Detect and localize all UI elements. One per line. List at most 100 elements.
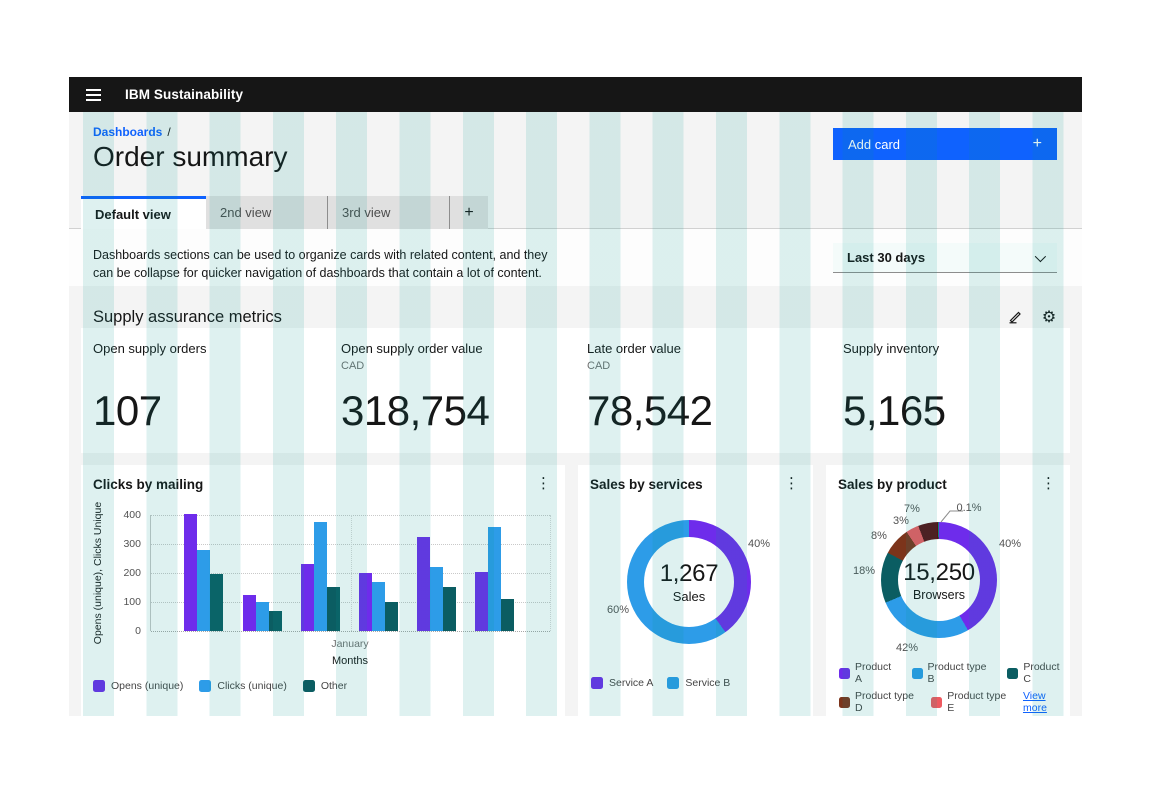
page-title: Order summary: [93, 141, 288, 172]
tab-label: 3rd view: [342, 205, 391, 220]
kpi-unit: CAD: [341, 360, 365, 372]
bar-group: [184, 514, 223, 631]
overflow-menu-icon[interactable]: ⋮: [784, 475, 799, 492]
breadcrumb-separator: /: [167, 125, 171, 139]
legend-item-service-b[interactable]: Service B: [667, 677, 730, 689]
kpi-open-supply-orders: Open supply orders 107: [93, 341, 341, 453]
plus-icon: +: [1032, 135, 1042, 152]
slice-label-40: 40%: [998, 538, 1022, 550]
y-tick: 0: [135, 625, 141, 637]
kpi-label: Supply inventory: [843, 341, 940, 356]
plus-icon: +: [464, 203, 474, 221]
legend-item-product-a[interactable]: Product A: [839, 661, 901, 685]
legend-item-product-type-b[interactable]: Product type B: [911, 661, 997, 685]
slice-label-42: 42%: [895, 642, 919, 654]
y-tick: 400: [123, 509, 141, 521]
section-actions: ⚙: [1006, 308, 1058, 326]
slice-label-3: 3%: [893, 515, 909, 527]
product-legend: Product A Product type B Product C Produ…: [839, 661, 1070, 719]
bar-opens-unique-: [475, 572, 488, 631]
legend-label: Opens (unique): [111, 680, 184, 692]
time-range-value: Last 30 days: [847, 250, 926, 265]
tab-2nd-view[interactable]: 2nd view: [206, 196, 327, 229]
legend-item-opens[interactable]: Opens (unique): [93, 680, 183, 692]
bar-opens-unique-: [243, 595, 256, 631]
hamburger-menu-icon[interactable]: [86, 88, 101, 101]
overflow-menu-icon[interactable]: ⋮: [1041, 475, 1056, 492]
donut-chart-services: 1,267 Sales: [627, 520, 751, 644]
legend-label: Other: [320, 680, 348, 692]
bar-group: [417, 537, 456, 631]
kpi-late-order-value: Late order value CAD 78,542: [587, 341, 843, 453]
legend-item-product-type-e[interactable]: Product type E: [931, 690, 1012, 714]
kpi-supply-inventory: Supply inventory 5,165: [843, 341, 1070, 453]
slice-label-60: 60%: [606, 604, 630, 616]
card-title: Sales by services: [590, 477, 703, 492]
hero-band: Dashboards / Order summary Add card + Def…: [69, 112, 1082, 230]
bar-opens-unique-: [417, 537, 430, 631]
bar-opens-unique-: [359, 573, 372, 631]
legend-item-service-a[interactable]: Service A: [591, 677, 653, 689]
bar-clicks-unique-: [372, 582, 385, 631]
callout-leader-line: [940, 510, 963, 523]
time-range-dropdown[interactable]: Last 30 days: [833, 243, 1057, 273]
bar-clicks-unique-: [197, 550, 210, 631]
bar-group: [359, 573, 398, 631]
bar-other: [501, 599, 514, 631]
kpi-unit: [843, 360, 1070, 373]
chart-cards-row: Clicks by mailing ⋮ Opens (unique), Clic…: [81, 465, 1070, 716]
edit-pencil-icon[interactable]: [1006, 308, 1024, 326]
legend-item-product-type-d[interactable]: Product type D: [839, 690, 920, 714]
bar-clicks-unique-: [314, 522, 327, 631]
bar-clicks-unique-: [488, 527, 501, 631]
view-more-link[interactable]: View more: [1022, 690, 1047, 714]
section-supply-assurance: Supply assurance metrics ⚙ Open supply o…: [69, 286, 1082, 716]
bar-clicks-unique-: [256, 602, 269, 631]
add-card-button[interactable]: Add card +: [833, 128, 1057, 160]
donut-center-label: Browsers: [912, 587, 966, 602]
legend-label: Product A: [855, 661, 892, 685]
legend-item-clicks[interactable]: Clicks (unique): [199, 680, 287, 692]
donut-chart-product: 15,250 Browsers: [881, 522, 997, 638]
breadcrumb-link-dashboards[interactable]: Dashboards: [93, 125, 163, 139]
chevron-down-icon: [1034, 250, 1047, 262]
legend-label: Service A: [609, 677, 654, 689]
kpi-open-supply-order-value: Open supply order value CAD 318,754: [341, 341, 587, 453]
legend-item-other[interactable]: Other: [302, 680, 348, 692]
bar-other: [269, 611, 282, 631]
y-axis-title: Opens (unique), Clicks Unique: [92, 501, 104, 645]
breadcrumb: Dashboards /: [93, 125, 171, 139]
slice-label-18: 18%: [852, 565, 876, 577]
view-tabs: Default view 2nd view 3rd view +: [81, 196, 488, 230]
legend-label: Product type D: [855, 690, 914, 714]
bar-group: [475, 527, 514, 631]
slice-label-01: 0.1%: [956, 502, 982, 514]
bar-group: [301, 522, 340, 631]
bar-legend: Opens (unique) Clicks (unique) Other: [93, 680, 347, 692]
kpi-band: Open supply orders 107 Open supply order…: [81, 328, 1070, 453]
slice-label-40: 40%: [747, 538, 771, 550]
tab-3rd-view[interactable]: 3rd view: [327, 196, 449, 229]
section-title: Supply assurance metrics: [93, 308, 282, 326]
kpi-value: 318,754: [341, 387, 490, 434]
legend-item-product-c[interactable]: Product C: [1007, 661, 1070, 685]
tab-add-button[interactable]: +: [449, 196, 488, 229]
legend-label: Service B: [685, 677, 731, 689]
y-tick: 300: [123, 538, 141, 550]
card-clicks-by-mailing: Clicks by mailing ⋮ Opens (unique), Clic…: [81, 465, 565, 716]
overflow-menu-icon[interactable]: ⋮: [536, 475, 551, 492]
description-row: Dashboards sections can be used to organ…: [69, 229, 1082, 286]
donut-center-value: 1,267: [659, 560, 719, 587]
product-name: IBM Sustainability: [125, 87, 244, 102]
kpi-label: Late order value: [587, 341, 681, 356]
legend-label: Product C: [1023, 661, 1060, 685]
bar-other: [385, 602, 398, 631]
card-sales-by-product: Sales by product ⋮ 15,250 Browsers 40%: [826, 465, 1070, 716]
tab-default-view[interactable]: Default view: [81, 196, 206, 230]
bar-opens-unique-: [301, 564, 314, 631]
add-card-label: Add card: [848, 136, 901, 152]
x-axis-title: Months: [331, 655, 369, 667]
settings-gear-icon[interactable]: ⚙: [1041, 309, 1057, 326]
donut-center: 15,250 Browsers: [898, 539, 980, 621]
